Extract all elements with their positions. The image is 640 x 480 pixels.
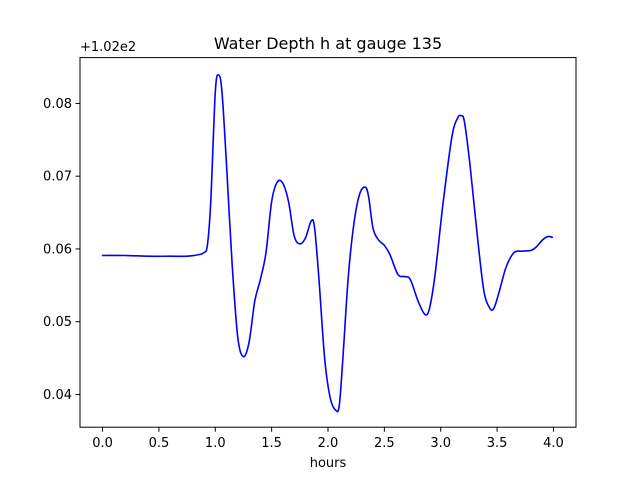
x-axis-label: hours — [310, 456, 347, 471]
x-tick-label: 3.5 — [487, 436, 508, 451]
plot-frame — [79, 57, 577, 428]
x-tick-label: 0.5 — [149, 436, 170, 451]
series-line-water-depth — [101, 74, 554, 413]
x-tick-label: 4.0 — [543, 436, 564, 451]
x-tick-label: 1.0 — [205, 436, 226, 451]
x-tick-label: 1.5 — [261, 436, 282, 451]
x-tick-label: 2.0 — [318, 436, 339, 451]
y-offset-text: +1.02e2 — [80, 40, 136, 55]
y-tick-label: 0.08 — [43, 97, 72, 112]
x-tick-label: 0.0 — [92, 436, 113, 451]
y-axis: 0.04 0.05 0.06 0.07 0.08 — [43, 97, 80, 403]
x-axis: 0.0 0.5 1.0 1.5 2.0 2.5 3.0 3.5 4.0 — [92, 427, 564, 451]
y-tick-label: 0.04 — [43, 388, 72, 403]
y-tick-label: 0.06 — [43, 242, 72, 257]
x-tick-label: 2.5 — [374, 436, 395, 451]
y-tick-label: 0.07 — [43, 170, 72, 185]
chart-title: Water Depth h at gauge 135 — [214, 34, 442, 53]
x-tick-label: 3.0 — [430, 436, 451, 451]
y-tick-label: 0.05 — [43, 315, 72, 330]
